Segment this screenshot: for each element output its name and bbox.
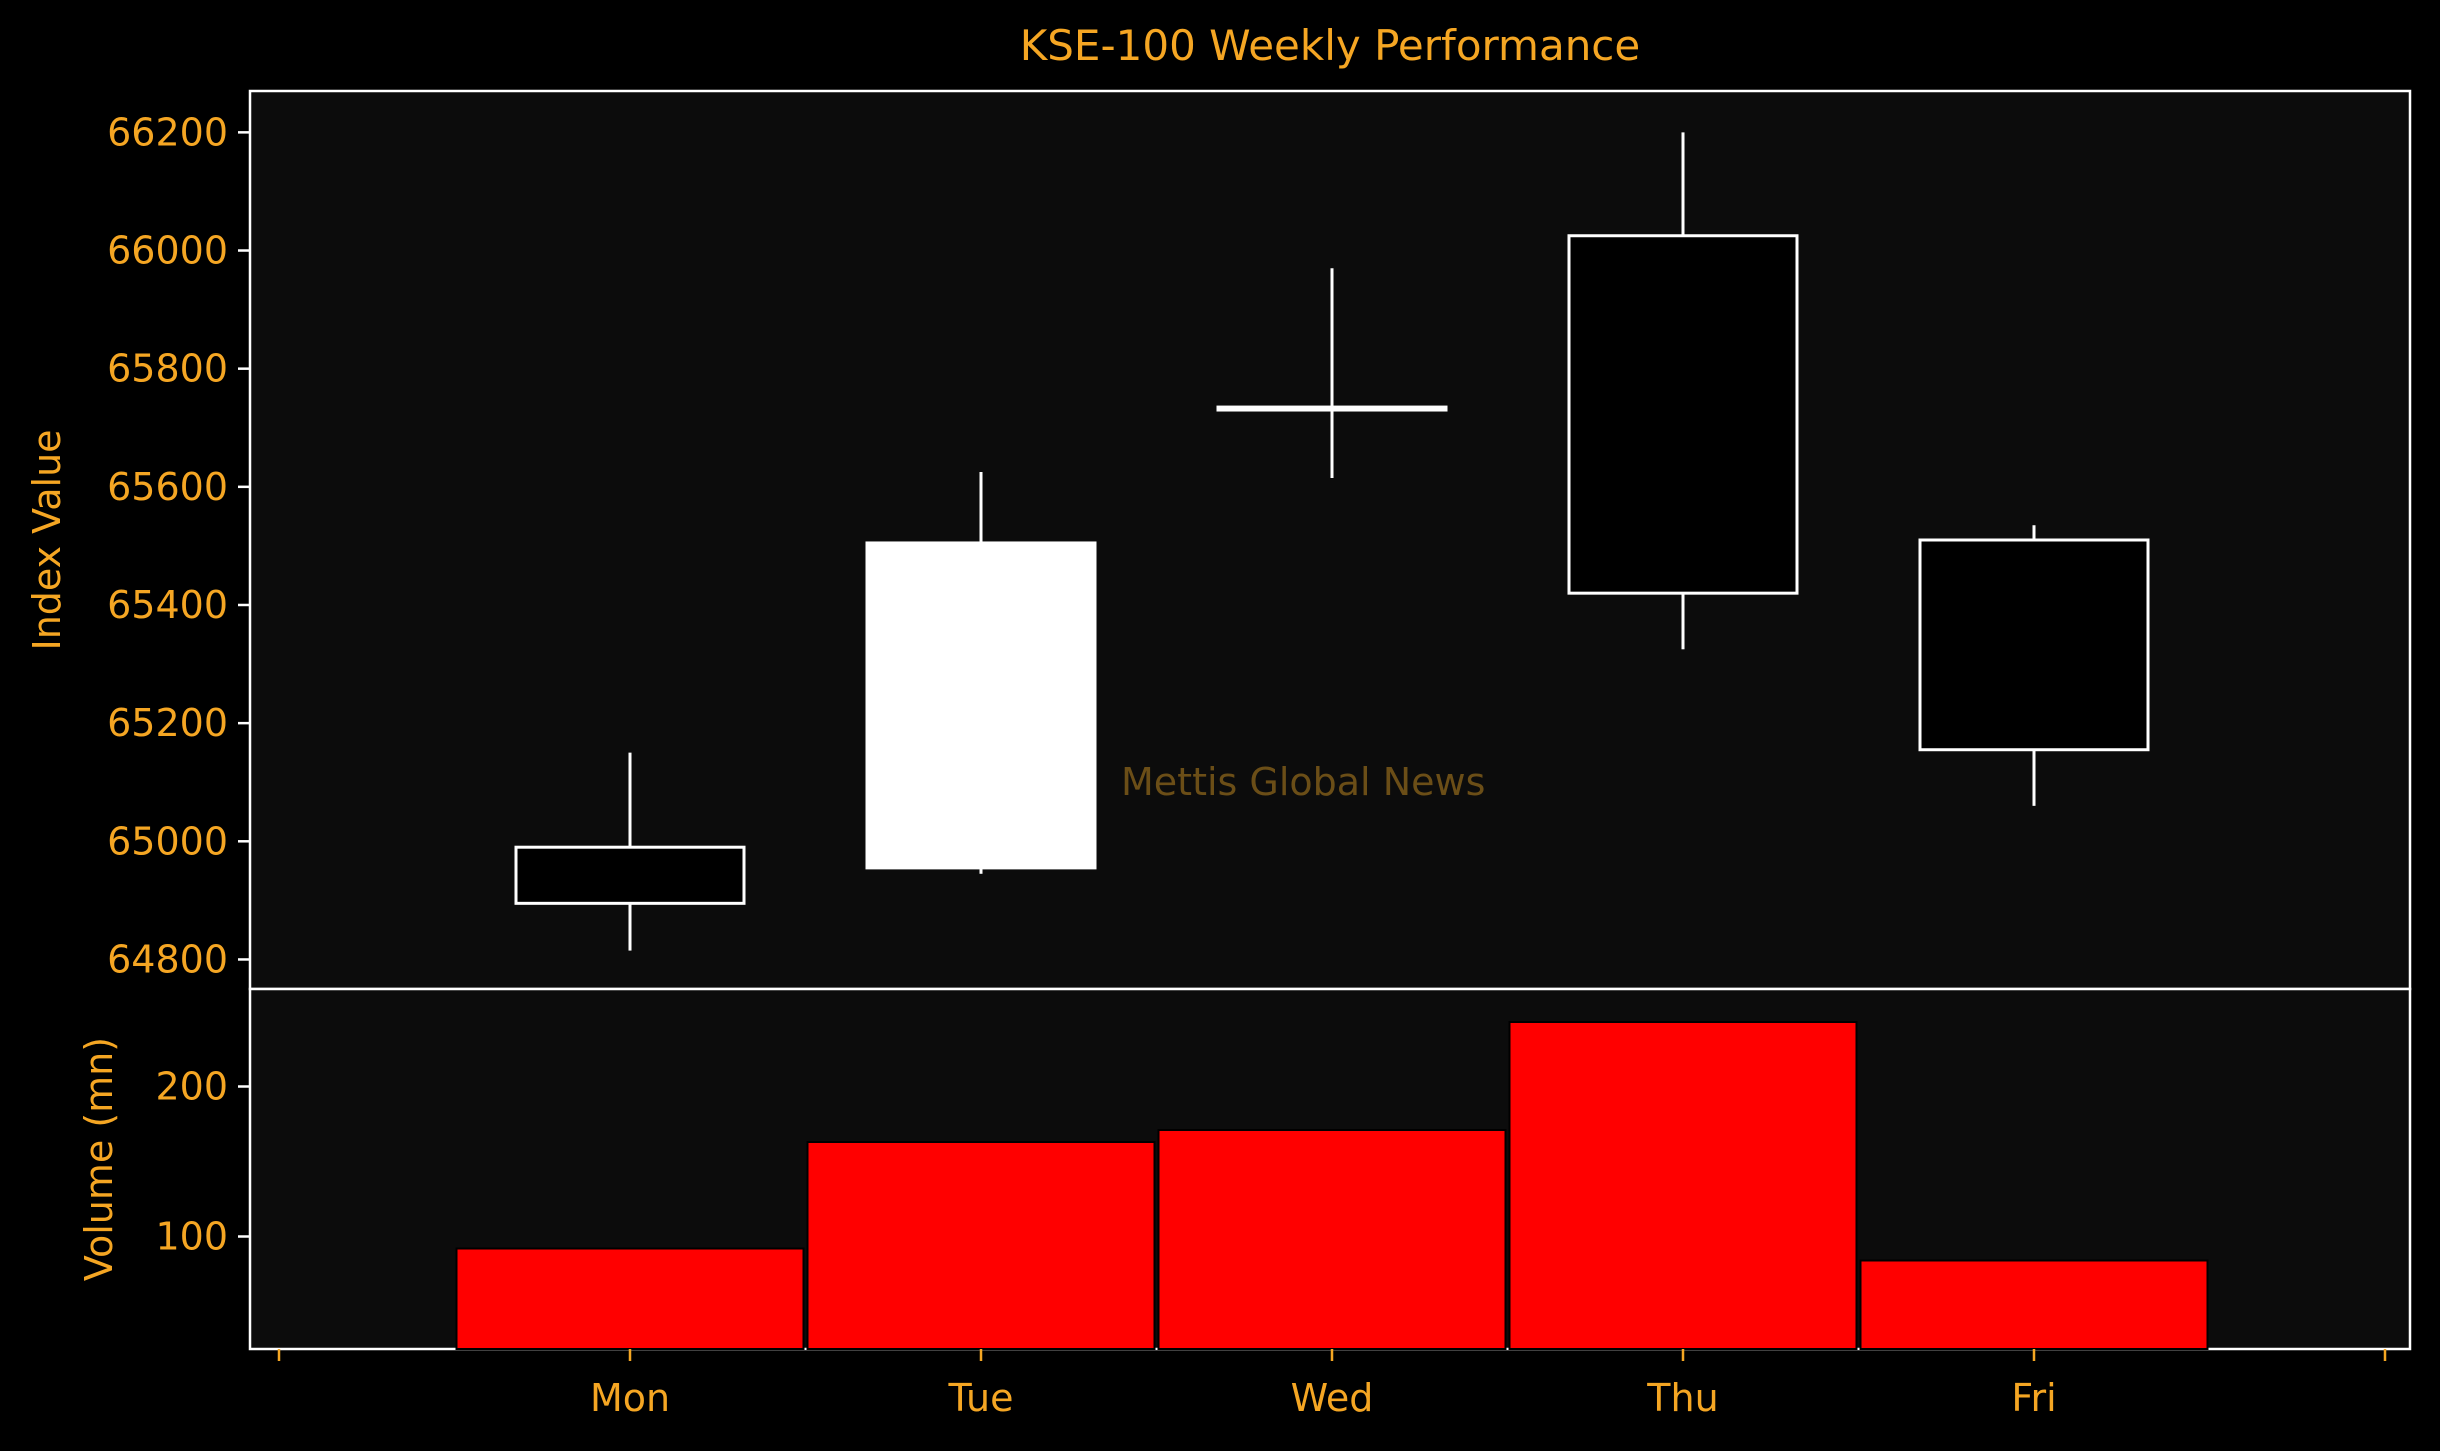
- candle-thu: [1567, 132, 1799, 650]
- price-y-tick-label: 65200: [107, 701, 228, 745]
- candle-tue: [865, 472, 1097, 874]
- chart-title: KSE-100 Weekly Performance: [1020, 21, 1641, 70]
- price-y-ticks: 64800 65000 65200 65400 65600 65800 66000 66200: [107, 110, 250, 981]
- volume-bar-wed: [1157, 1129, 1507, 1350]
- volume-bar-mon: [455, 1247, 805, 1350]
- x-tick-label: Thu: [1646, 1376, 1718, 1420]
- price-y-tick-label: 66000: [107, 229, 228, 273]
- volume-panel: 100 200 Volume (mn): [77, 987, 2412, 1351]
- price-y-axis-label: Index Value: [25, 429, 69, 650]
- x-tick-label: Wed: [1291, 1376, 1374, 1420]
- price-y-tick-label: 65000: [107, 819, 228, 863]
- candle-body: [1567, 234, 1799, 595]
- price-panel: 64800 65000 65200 65400 65600 65800 66000 66200…: [25, 89, 2412, 991]
- volume-bar-tue: [806, 1141, 1156, 1350]
- price-y-tick-label: 66200: [107, 110, 228, 154]
- price-y-tick-label: 65800: [107, 347, 228, 391]
- candle-wed: [1216, 268, 1448, 478]
- candle-fri: [1918, 525, 2150, 806]
- volume-y-ticks: 100 200: [155, 1065, 250, 1259]
- x-tick-label: Fri: [2011, 1376, 2056, 1420]
- volume-bar-thu: [1508, 1021, 1858, 1350]
- x-tick-label: Mon: [590, 1376, 670, 1420]
- candle-body: [1216, 405, 1448, 412]
- price-y-tick-label: 65400: [107, 583, 228, 627]
- volume-y-tick-label: 200: [155, 1065, 228, 1109]
- x-axis-ticks: Mon Tue Wed Thu Fri: [277, 1349, 2387, 1420]
- volume-bar-fri: [1859, 1259, 2209, 1350]
- x-tick-label: Tue: [948, 1376, 1014, 1420]
- price-y-tick-label: 64800: [107, 937, 228, 981]
- volume-y-axis-label: Volume (mn): [77, 1037, 121, 1281]
- candle-body: [1918, 538, 2150, 752]
- volume-bars: [455, 1021, 2209, 1350]
- candles: [514, 132, 2150, 951]
- candle-body: [514, 845, 746, 905]
- watermark-annotation: Mettis Global News: [1121, 760, 1485, 804]
- candle-body: [865, 541, 1097, 870]
- volume-y-tick-label: 100: [155, 1215, 228, 1259]
- candle-mon: [514, 752, 746, 951]
- price-y-tick-label: 65600: [107, 465, 228, 509]
